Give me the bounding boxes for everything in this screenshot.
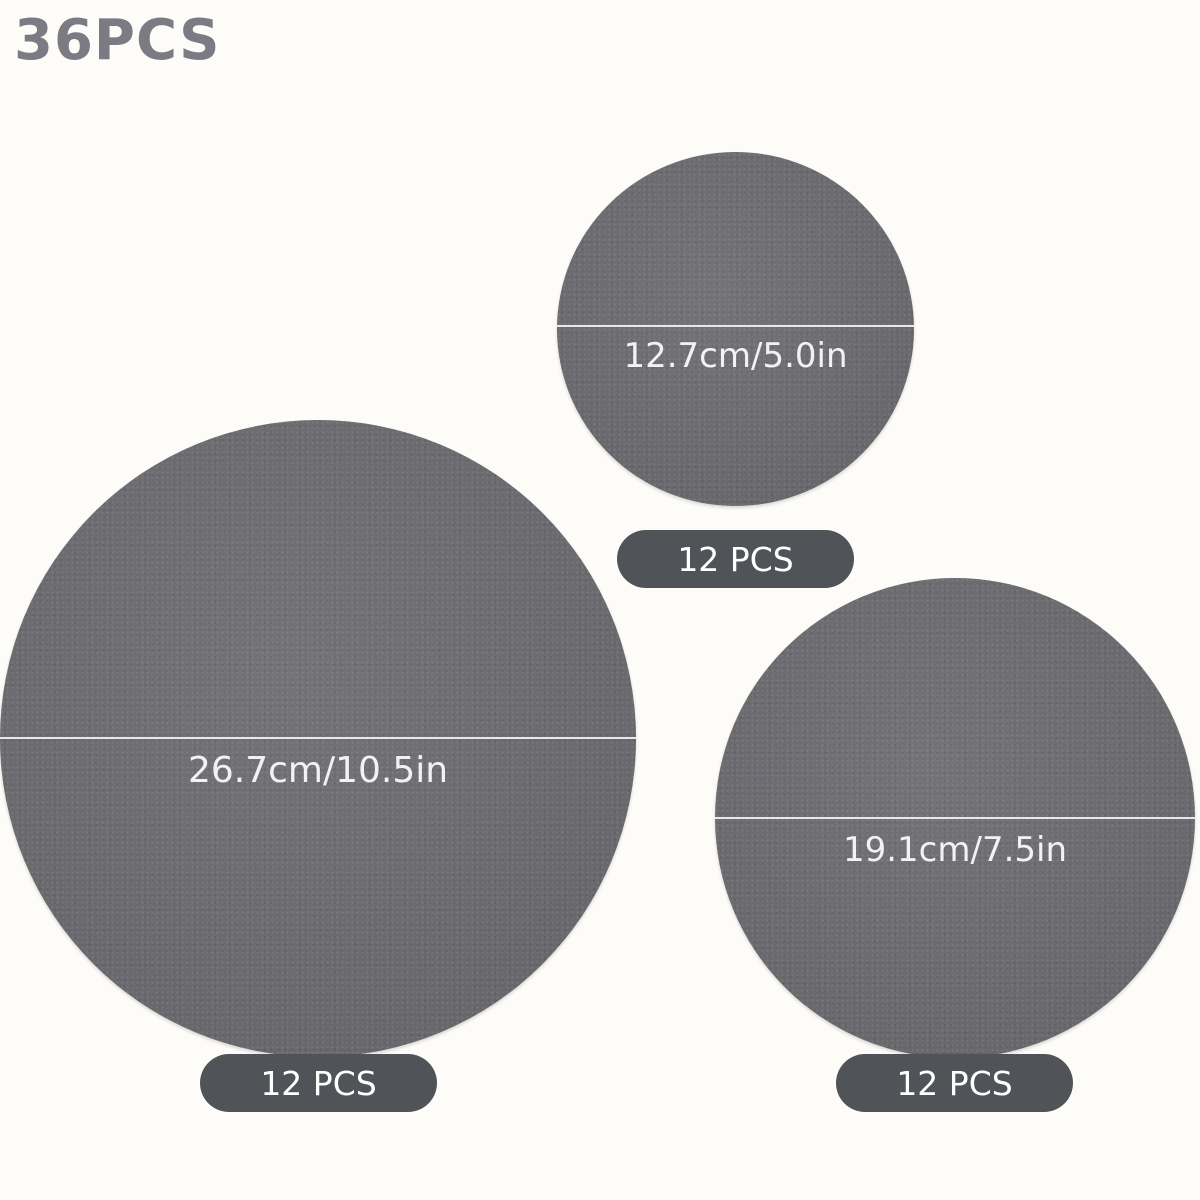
large-size-label: 26.7cm/10.5in (187, 750, 449, 791)
large-diameter-line (0, 737, 636, 739)
small-diameter-line (557, 325, 914, 327)
medium-diameter-line (715, 817, 1195, 819)
large-quantity-badge: 12 PCS (200, 1054, 437, 1112)
medium-size-label: 19.1cm/7.5in (842, 830, 1068, 870)
medium-quantity-badge: 12 PCS (836, 1054, 1073, 1112)
small-size-label: 12.7cm/5.0in (623, 336, 848, 376)
total-count-title: 36PCS (14, 8, 221, 73)
